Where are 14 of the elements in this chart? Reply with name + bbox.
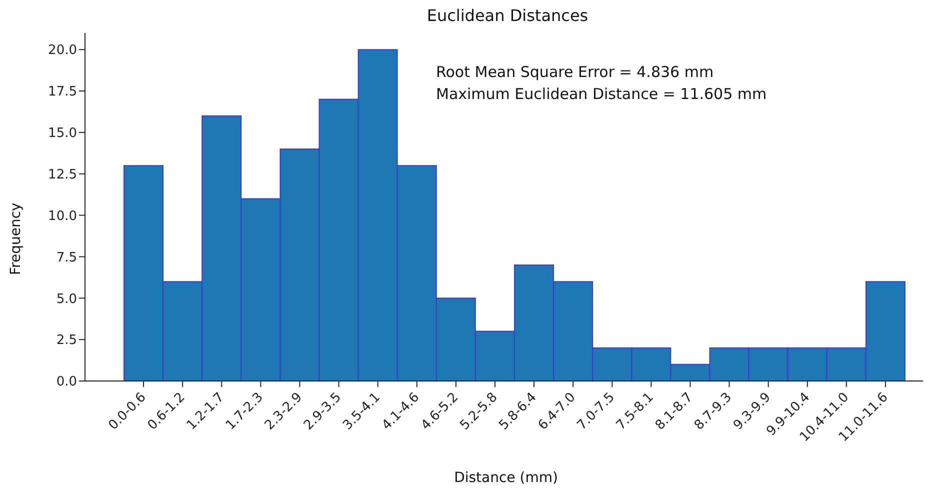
x-axis-title: Distance (mm)	[453, 470, 559, 486]
y-axis-title: Frequency	[8, 202, 24, 275]
annotation: Root Mean Square Error = 4.836 mm	[436, 63, 714, 81]
y-tick-label: 20.0	[48, 43, 77, 58]
chart-title: Euclidean Distances	[426, 6, 590, 25]
y-tick-label: 12.5	[48, 167, 77, 182]
annotation: Maximum Euclidean Distance = 11.605 mm	[436, 85, 767, 103]
y-tick-label: 7.5	[56, 250, 77, 266]
y-tick-label: 17.5	[48, 84, 77, 100]
y-tick-label: 15.0	[48, 126, 77, 142]
y-tick-label: 5.0	[56, 292, 77, 307]
y-tick-label: 10.0	[48, 208, 77, 224]
y-tick-label: 2.5	[56, 333, 77, 348]
y-tick-label: 0.0	[56, 374, 77, 390]
